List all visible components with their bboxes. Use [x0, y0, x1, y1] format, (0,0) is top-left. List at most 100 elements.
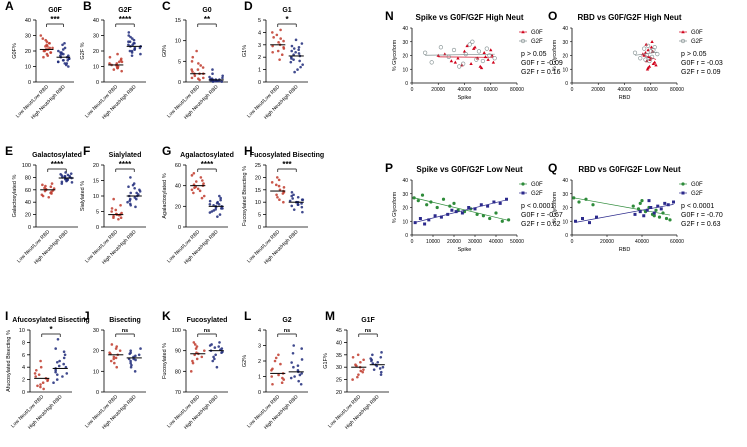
- data-point: [289, 376, 293, 380]
- data-point: [213, 79, 217, 83]
- legend-label: G0F: [531, 30, 543, 36]
- data-point: [668, 218, 672, 222]
- x-tick-label: 60000: [670, 239, 684, 245]
- data-point: [271, 31, 274, 34]
- data-point: [56, 338, 60, 341]
- x-tick-label: 40000: [618, 87, 632, 93]
- panel-letter: I: [5, 309, 8, 323]
- data-point: [270, 181, 274, 184]
- data-point: [454, 210, 458, 214]
- y-tick-label: 10: [19, 328, 25, 334]
- data-point: [652, 214, 656, 218]
- data-point: [130, 51, 134, 54]
- chart-title: Spike vs G0F/G2F High Neut: [415, 13, 523, 22]
- data-point: [202, 194, 206, 198]
- data-point: [484, 46, 489, 51]
- data-point: [41, 183, 44, 187]
- x-tick-label: Low Neut/Low RBD: [84, 84, 119, 119]
- x-tick-label: 80000: [510, 87, 524, 93]
- y-tick-label: 80: [175, 369, 181, 375]
- data-point: [196, 187, 200, 191]
- data-point: [271, 44, 274, 48]
- data-point: [301, 210, 304, 214]
- data-point: [632, 50, 638, 55]
- y-tick-label: 30: [562, 192, 568, 198]
- data-point: [129, 35, 132, 39]
- x-tick-label: High Neut/High RBD: [263, 394, 300, 431]
- y-tick-label: 8: [22, 340, 25, 346]
- data-point: [108, 62, 111, 65]
- data-point: [33, 372, 37, 375]
- data-point: [480, 58, 485, 64]
- data-point: [211, 80, 215, 83]
- y-axis-label: Sialylated %: [80, 181, 86, 211]
- y-tick-label: 0: [405, 81, 408, 87]
- data-point: [369, 357, 372, 360]
- data-point: [115, 345, 119, 348]
- y-tick-label: 20: [93, 163, 99, 169]
- stat-annotation: p < 0.0001: [521, 203, 554, 210]
- data-point: [273, 359, 277, 363]
- data-point: [193, 74, 197, 78]
- y-tick-label: 0: [96, 225, 99, 231]
- stat-annotation: p > 0.05: [681, 51, 707, 58]
- data-point: [643, 50, 648, 55]
- y-tick-label: 40: [402, 178, 408, 184]
- sig-label: ****: [119, 15, 132, 24]
- y-tick-label: 10: [93, 369, 99, 375]
- x-tick-label: 10000: [426, 239, 440, 245]
- y-tick-label: 0: [178, 80, 181, 86]
- data-point: [638, 56, 643, 61]
- data-point: [61, 48, 65, 51]
- data-point: [195, 345, 199, 348]
- legend-marker: [520, 38, 526, 44]
- data-point: [463, 52, 468, 57]
- panel-letter: B: [83, 0, 92, 13]
- y-tick-label: 0: [96, 390, 99, 396]
- data-point: [361, 370, 365, 374]
- data-point: [356, 375, 359, 379]
- data-point: [292, 58, 295, 61]
- data-point: [65, 372, 69, 375]
- y-tick-label: 20: [336, 390, 342, 396]
- data-point: [115, 365, 119, 369]
- data-point: [452, 201, 456, 205]
- y-tick-label: 3: [258, 43, 261, 49]
- data-point: [453, 60, 458, 64]
- data-point: [423, 50, 428, 55]
- panel-letter: A: [5, 0, 14, 13]
- data-point: [297, 52, 301, 55]
- panel-letter: Q: [548, 161, 557, 175]
- y-tick-label: 5: [258, 18, 261, 24]
- data-point: [300, 358, 304, 361]
- data-point: [357, 373, 360, 376]
- y-tick-label: 20: [175, 204, 181, 210]
- data-point: [301, 198, 305, 202]
- data-point: [63, 353, 67, 357]
- data-point: [574, 219, 577, 223]
- data-point: [114, 347, 118, 350]
- y-tick-label: 100: [22, 163, 31, 169]
- data-point: [134, 205, 137, 209]
- panel-letter: O: [548, 9, 557, 23]
- data-point: [130, 54, 134, 57]
- data-point: [39, 385, 42, 389]
- data-point: [494, 211, 498, 215]
- y-tick-label: 0: [178, 225, 181, 231]
- data-point: [191, 55, 195, 59]
- y-tick-label: 30: [93, 34, 99, 40]
- data-point: [62, 362, 65, 366]
- data-point: [203, 349, 206, 352]
- data-point: [190, 60, 194, 63]
- x-axis-label: RBD: [619, 247, 631, 253]
- y-tick-label: 5: [178, 59, 181, 65]
- data-point: [655, 52, 660, 57]
- data-point: [633, 212, 637, 216]
- data-point: [134, 354, 137, 358]
- data-point: [208, 75, 211, 79]
- data-point: [581, 217, 584, 220]
- data-point: [296, 203, 300, 206]
- data-point: [467, 42, 472, 47]
- data-point: [118, 349, 122, 352]
